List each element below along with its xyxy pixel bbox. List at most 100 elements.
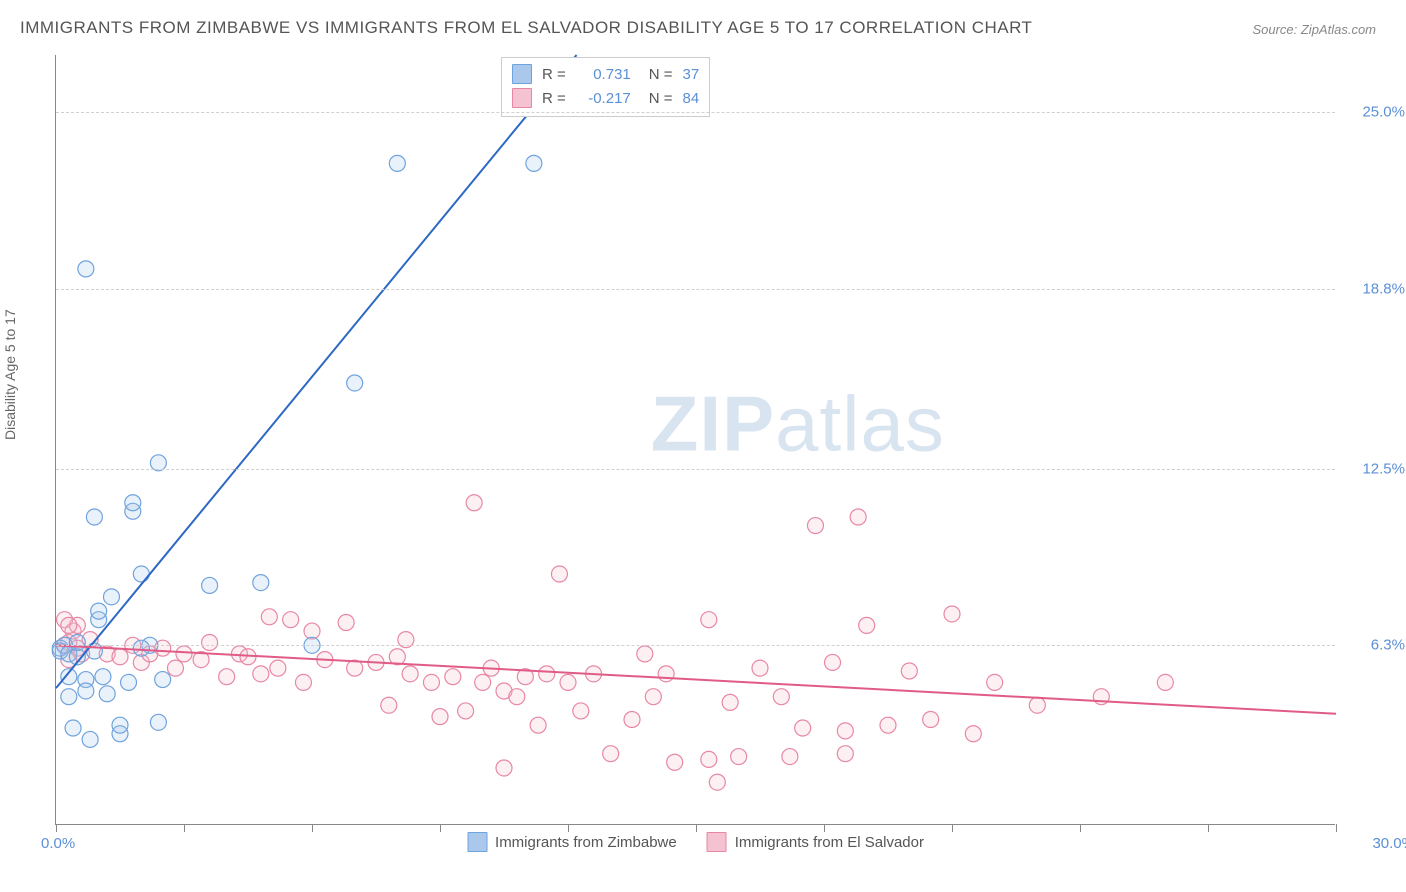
- data-point: [526, 155, 542, 171]
- data-point: [95, 669, 111, 685]
- data-point: [295, 674, 311, 690]
- legend-row-elsalvador: R = -0.217 N = 84: [512, 86, 699, 110]
- r-label: R =: [542, 66, 566, 83]
- x-tick: [56, 824, 57, 832]
- legend-swatch-elsalvador-icon: [707, 832, 727, 852]
- data-point: [987, 674, 1003, 690]
- data-point: [78, 683, 94, 699]
- x-tick: [952, 824, 953, 832]
- data-point: [133, 640, 149, 656]
- data-point: [78, 261, 94, 277]
- x-tick: [696, 824, 697, 832]
- data-point: [773, 689, 789, 705]
- data-point: [825, 654, 841, 670]
- gridline: [56, 289, 1335, 290]
- data-point: [1157, 674, 1173, 690]
- data-point: [752, 660, 768, 676]
- data-point: [965, 726, 981, 742]
- data-point: [121, 674, 137, 690]
- x-tick: [312, 824, 313, 832]
- data-point: [253, 666, 269, 682]
- source-attribution: Source: ZipAtlas.com: [1252, 22, 1376, 37]
- y-tick-label: 12.5%: [1345, 460, 1405, 477]
- legend-label-zimbabwe: Immigrants from Zimbabwe: [495, 834, 677, 851]
- data-point: [837, 746, 853, 762]
- data-point: [603, 746, 619, 762]
- legend-item-zimbabwe: Immigrants from Zimbabwe: [467, 832, 677, 852]
- legend-swatch-elsalvador: [512, 88, 532, 108]
- x-axis-max-label: 30.0%: [1372, 835, 1406, 852]
- data-point: [389, 155, 405, 171]
- y-tick-label: 18.8%: [1345, 280, 1405, 297]
- data-point: [782, 749, 798, 765]
- data-point: [658, 666, 674, 682]
- data-point: [551, 566, 567, 582]
- data-point: [466, 495, 482, 511]
- x-tick: [1336, 824, 1337, 832]
- data-point: [125, 495, 141, 511]
- data-point: [347, 375, 363, 391]
- data-point: [202, 577, 218, 593]
- data-point: [645, 689, 661, 705]
- x-tick: [440, 824, 441, 832]
- data-point: [539, 666, 555, 682]
- data-point: [82, 731, 98, 747]
- x-axis-min-label: 0.0%: [41, 835, 75, 852]
- regression-line: [56, 645, 1336, 713]
- n-label: N =: [649, 66, 673, 83]
- data-point: [61, 617, 77, 633]
- data-point: [475, 674, 491, 690]
- legend-row-zimbabwe: R = 0.731 N = 37: [512, 62, 699, 86]
- n-label: N =: [649, 90, 673, 107]
- data-point: [637, 646, 653, 662]
- gridline: [56, 469, 1335, 470]
- data-point: [65, 720, 81, 736]
- data-point: [103, 589, 119, 605]
- data-point: [859, 617, 875, 633]
- data-point: [807, 518, 823, 534]
- n-value-zimbabwe: 37: [683, 66, 700, 83]
- legend-item-elsalvador: Immigrants from El Salvador: [707, 832, 924, 852]
- data-point: [402, 666, 418, 682]
- data-point: [112, 717, 128, 733]
- chart-title: IMMIGRANTS FROM ZIMBABWE VS IMMIGRANTS F…: [20, 18, 1032, 38]
- data-point: [270, 660, 286, 676]
- data-point: [283, 612, 299, 628]
- data-point: [795, 720, 811, 736]
- data-point: [253, 575, 269, 591]
- y-axis-label: Disability Age 5 to 17: [2, 309, 18, 440]
- legend-label-elsalvador: Immigrants from El Salvador: [735, 834, 924, 851]
- data-point: [69, 634, 85, 650]
- data-point: [176, 646, 192, 662]
- x-tick: [824, 824, 825, 832]
- x-tick: [184, 824, 185, 832]
- data-point: [150, 714, 166, 730]
- data-point: [133, 566, 149, 582]
- data-point: [701, 612, 717, 628]
- data-point: [667, 754, 683, 770]
- n-value-elsalvador: 84: [683, 90, 700, 107]
- data-point: [432, 709, 448, 725]
- data-point: [91, 603, 107, 619]
- chart-svg: [56, 55, 1335, 824]
- y-tick-label: 25.0%: [1345, 104, 1405, 121]
- regression-line: [56, 55, 577, 688]
- data-point: [99, 686, 115, 702]
- data-point: [701, 751, 717, 767]
- data-point: [850, 509, 866, 525]
- data-point: [202, 634, 218, 650]
- data-point: [167, 660, 183, 676]
- data-point: [338, 615, 354, 631]
- data-point: [458, 703, 474, 719]
- legend-swatch-zimbabwe: [512, 64, 532, 84]
- series-legend: Immigrants from Zimbabwe Immigrants from…: [467, 832, 924, 852]
- data-point: [304, 623, 320, 639]
- data-point: [573, 703, 589, 719]
- data-point: [261, 609, 277, 625]
- r-value-zimbabwe: 0.731: [576, 66, 631, 83]
- data-point: [61, 689, 77, 705]
- x-tick: [568, 824, 569, 832]
- data-point: [901, 663, 917, 679]
- data-point: [560, 674, 576, 690]
- data-point: [530, 717, 546, 733]
